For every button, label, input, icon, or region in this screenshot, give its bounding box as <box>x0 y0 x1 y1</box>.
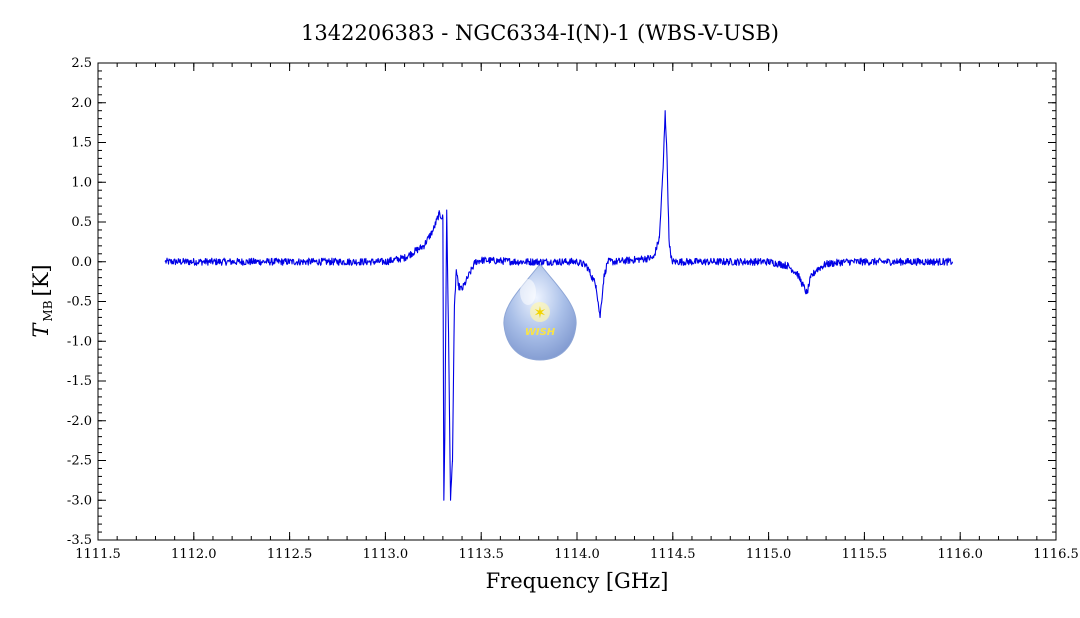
y-tick-label: -1.5 <box>67 374 92 389</box>
y-tick-label: -2.5 <box>67 454 92 469</box>
x-tick-label: 1113.0 <box>363 547 409 562</box>
y-axis-label-subscript: MB <box>41 300 55 321</box>
x-tick-label: 1116.0 <box>937 547 983 562</box>
x-tick-label: 1114.0 <box>554 547 600 562</box>
star-glow-icon <box>530 302 550 322</box>
drop-highlight <box>520 279 536 305</box>
wish-logo: ✶ WISH <box>503 263 577 361</box>
y-tick-label: 1.0 <box>71 175 92 190</box>
y-axis: 2.5 2.0 1.5 1.0 0.5 0.0 -0.5 -1.0 -1.5 -2.0 -2.5 -3… <box>67 56 1056 548</box>
plot-frame <box>97 62 1057 541</box>
x-tick-label: 1116.5 <box>1033 547 1079 562</box>
x-tick-label: 1113.5 <box>458 547 504 562</box>
x-axis: 1111.5 1112.0 1112.5 1113.0 1113.5 1114.0 1114… <box>75 63 1079 562</box>
y-tick-label: -1.0 <box>67 334 92 349</box>
y-axis-label-symbol: T <box>29 322 53 338</box>
y-axis-label-unit: [K] <box>29 264 53 296</box>
y-tick-label: 0.0 <box>71 255 92 270</box>
x-tick-label: 1115.5 <box>842 547 888 562</box>
y-axis-label: TMB [K] <box>29 264 55 337</box>
x-axis-label: Frequency [GHz] <box>486 569 669 593</box>
chart-title: 1342206383 - NGC6334-I(N)-1 (WBS-V-USB) <box>301 21 779 45</box>
spectrum-series-line <box>164 110 954 501</box>
x-tick-label: 1112.0 <box>171 547 217 562</box>
y-tick-label: 2.0 <box>71 96 92 111</box>
y-tick-label: -3.0 <box>67 493 92 508</box>
star-icon: ✶ <box>533 303 546 322</box>
x-tick-label: 1111.5 <box>75 547 121 562</box>
y-tick-label: -0.5 <box>67 295 92 310</box>
y-tick-label: 2.5 <box>71 56 92 71</box>
x-tick-label: 1115.0 <box>746 547 792 562</box>
y-tick-label: 0.5 <box>71 215 92 230</box>
x-tick-label: 1114.5 <box>650 547 696 562</box>
y-tick-label: -3.5 <box>67 533 92 548</box>
logo-text: WISH <box>525 327 556 338</box>
x-tick-label: 1112.5 <box>267 547 313 562</box>
y-tick-label: -2.0 <box>67 414 92 429</box>
y-tick-label: 1.5 <box>71 136 92 151</box>
